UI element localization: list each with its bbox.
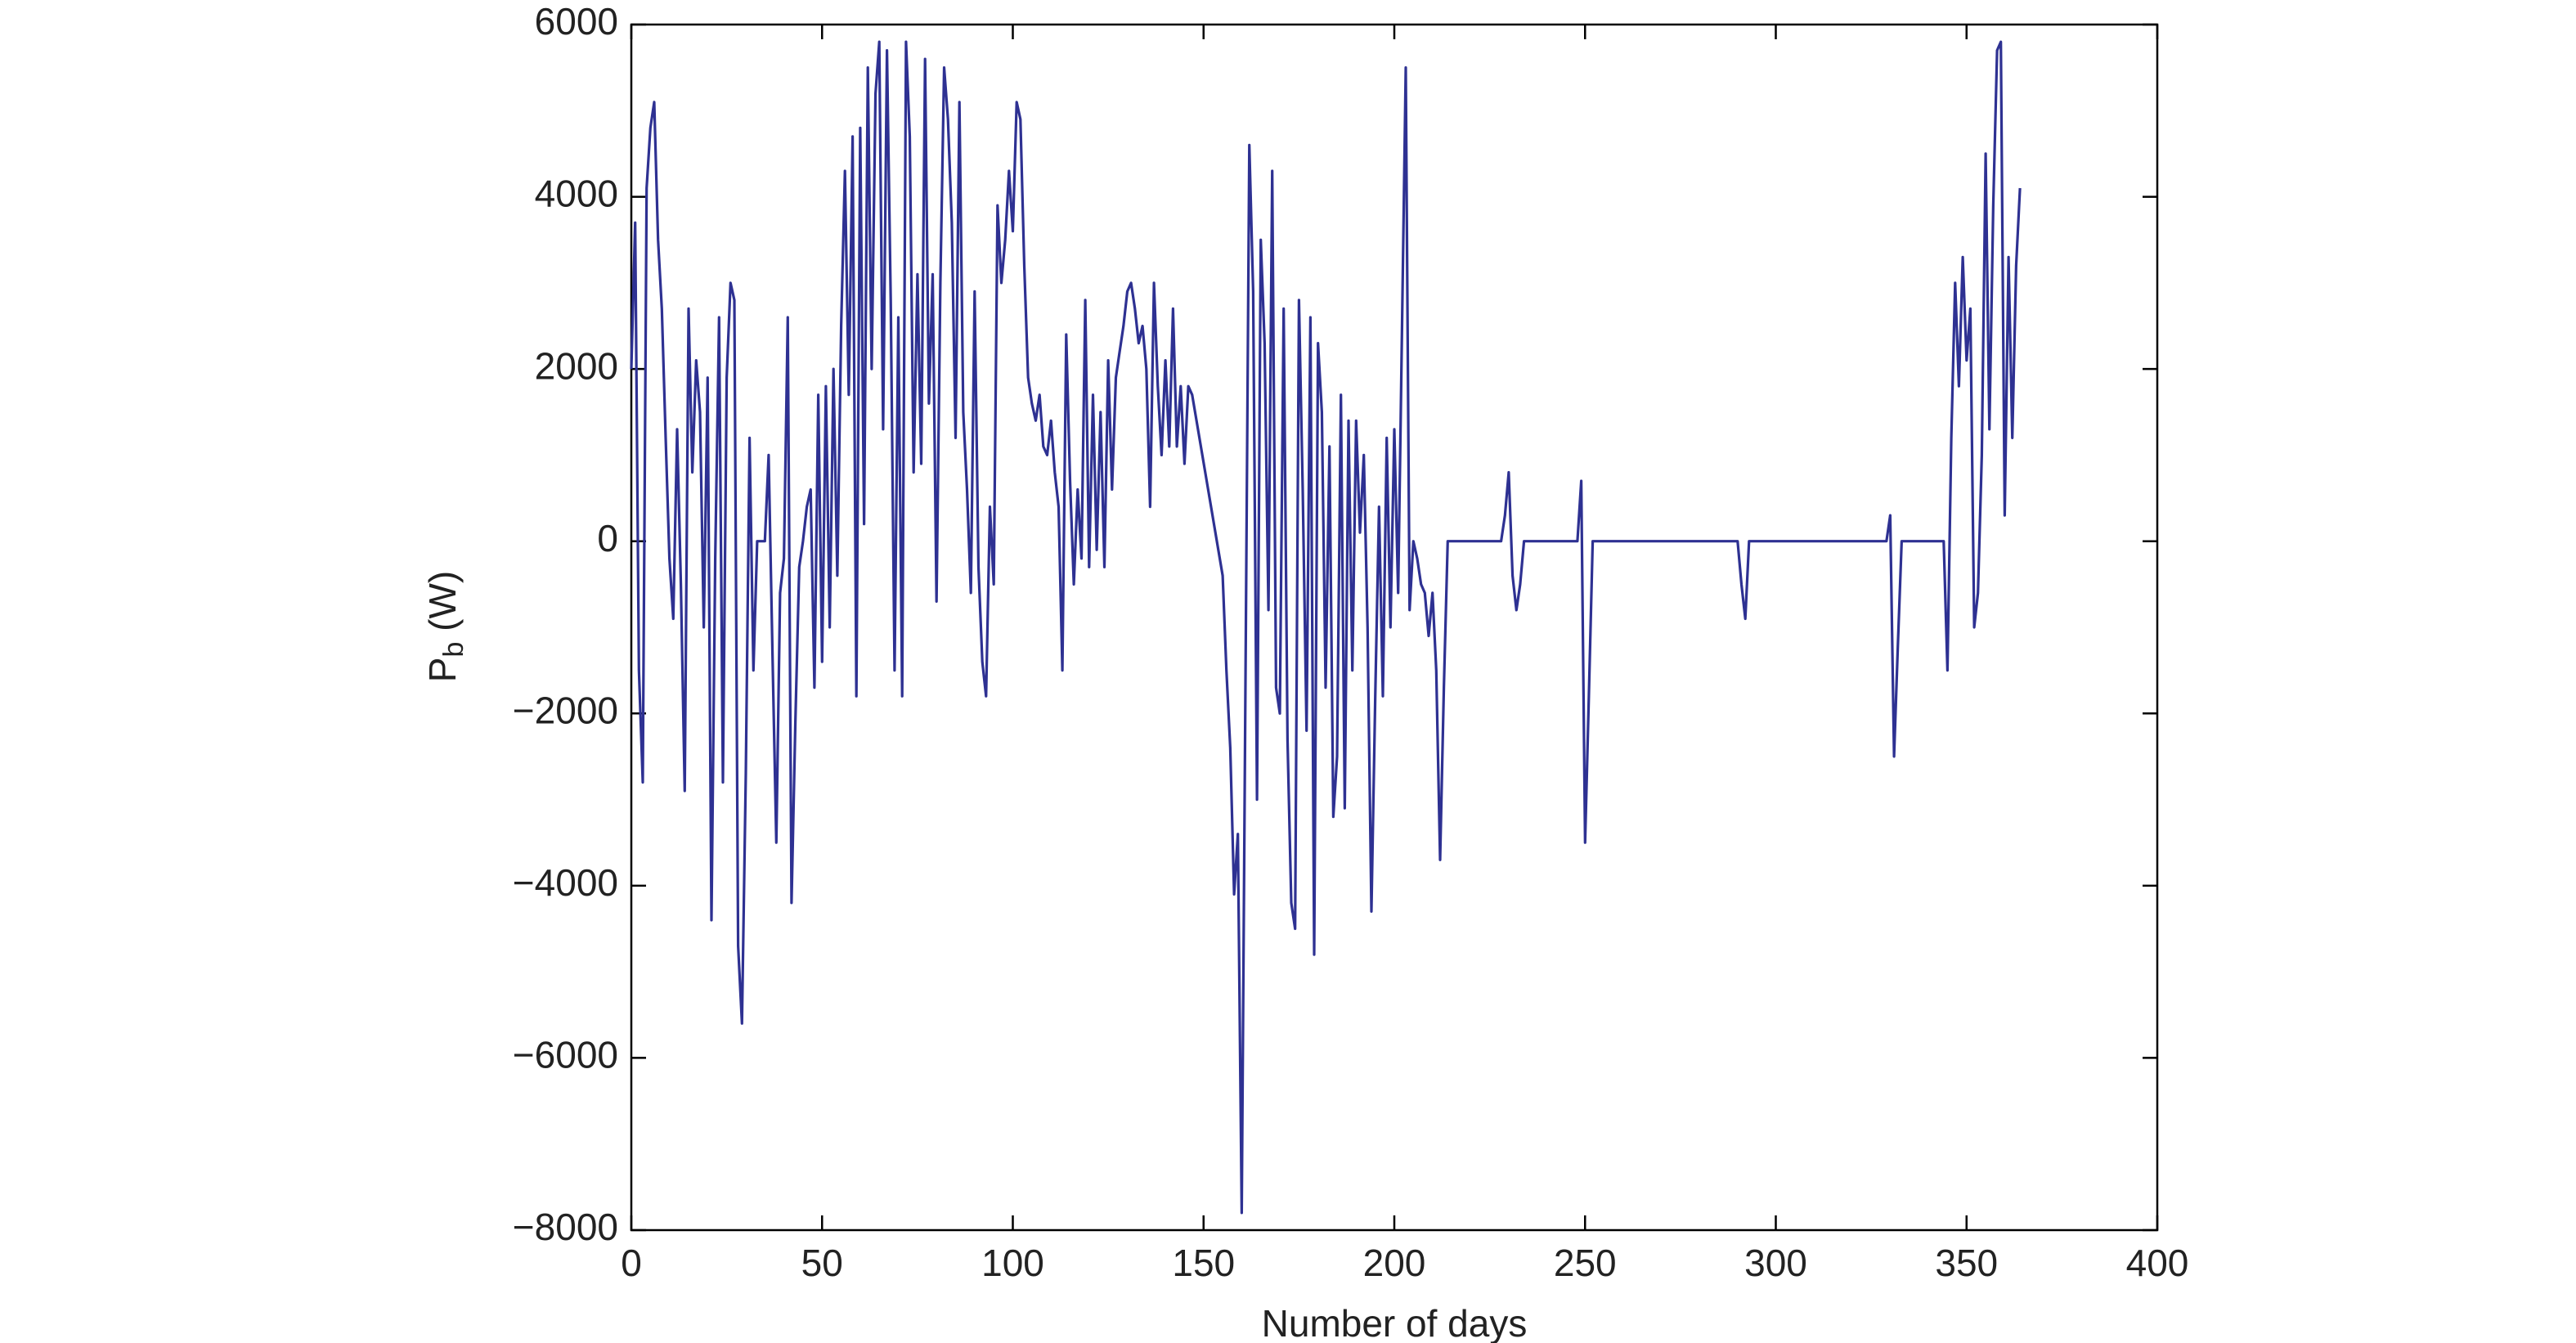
- x-tick-label: 50: [801, 1242, 843, 1284]
- y-axis-label: Pb (W): [421, 571, 469, 682]
- x-axis-label: Number of days: [1262, 1302, 1528, 1343]
- data-line: [630, 40, 2022, 1215]
- y-tick-label: −4000: [513, 861, 618, 904]
- x-tick-label: 400: [2126, 1242, 2189, 1284]
- x-tick-label: 350: [1935, 1242, 1998, 1284]
- y-tick-label: 4000: [535, 173, 618, 215]
- y-tick-label: 6000: [535, 0, 618, 43]
- y-tick-label: −2000: [513, 689, 618, 731]
- y-tick-label: 0: [597, 517, 618, 559]
- x-tick-label: 0: [621, 1242, 642, 1284]
- y-tick-label: 2000: [535, 344, 618, 387]
- x-tick-label: 150: [1172, 1242, 1235, 1284]
- x-tick-label: 200: [1363, 1242, 1426, 1284]
- x-tick-label: 300: [1744, 1242, 1807, 1284]
- y-tick-label: −6000: [513, 1034, 618, 1076]
- x-tick-label: 250: [1554, 1242, 1617, 1284]
- y-tick-label: −8000: [513, 1206, 618, 1248]
- x-tick-label: 100: [981, 1242, 1044, 1284]
